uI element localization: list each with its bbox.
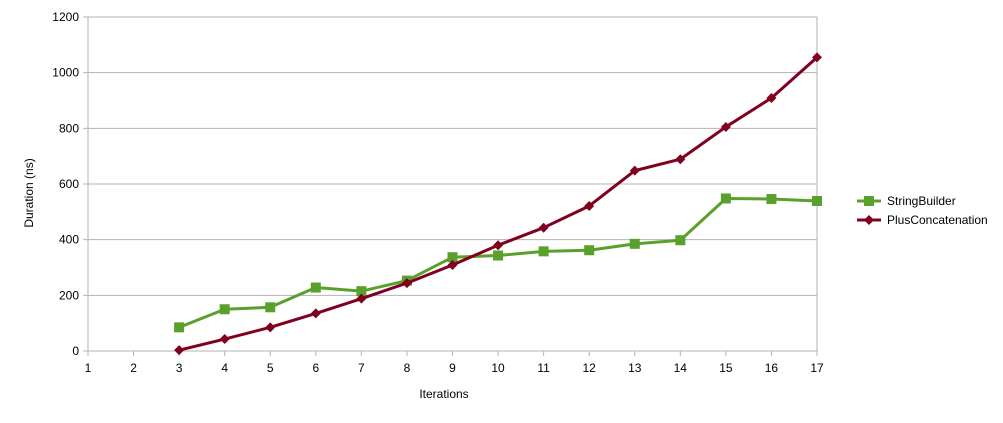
series-StringBuilder	[174, 193, 822, 333]
x-tick-label: 11	[537, 361, 550, 375]
x-tick-label: 4	[221, 361, 228, 375]
x-tick-label: 1	[85, 361, 92, 375]
y-tick-label: 200	[59, 288, 79, 302]
data-point-StringBuilder	[265, 302, 276, 313]
data-point-PlusConcatenation	[675, 154, 686, 165]
y-tick-label: 1000	[52, 66, 79, 80]
y-tick-label: 600	[59, 177, 79, 191]
data-point-StringBuilder	[219, 304, 230, 315]
data-point-PlusConcatenation	[401, 278, 412, 289]
data-point-StringBuilder	[447, 252, 458, 263]
x-tick-label: 5	[267, 361, 274, 375]
x-tick-label: 16	[765, 361, 779, 375]
x-tick-label: 2	[130, 361, 137, 375]
legend: StringBuilder PlusConcatenation	[857, 194, 988, 227]
x-tick-label: 7	[358, 361, 365, 375]
series-PlusConcatenation	[174, 52, 822, 356]
data-point-PlusConcatenation	[219, 334, 230, 345]
data-point-PlusConcatenation	[493, 240, 504, 251]
data-point-StringBuilder	[310, 282, 321, 293]
x-tick-label: 10	[491, 361, 505, 375]
data-point-StringBuilder	[812, 195, 822, 206]
legend-swatch-marker	[864, 196, 874, 206]
x-tick-label: 9	[449, 361, 456, 375]
series-group	[174, 52, 822, 356]
y-tick-label: 400	[59, 233, 79, 247]
data-point-PlusConcatenation	[720, 121, 731, 132]
data-point-StringBuilder	[720, 193, 731, 204]
legend-item-PlusConcatenation: PlusConcatenation	[857, 213, 988, 227]
legend-label: PlusConcatenation	[887, 213, 988, 227]
x-tick-label: 12	[583, 361, 597, 375]
gridlines	[88, 16, 817, 352]
data-point-StringBuilder	[675, 235, 686, 246]
legend-label: StringBuilder	[887, 194, 956, 208]
y-tick-label: 800	[59, 121, 79, 135]
x-tick-label: 8	[404, 361, 411, 375]
data-point-StringBuilder	[356, 286, 367, 297]
data-point-StringBuilder	[766, 194, 777, 205]
data-point-PlusConcatenation	[538, 222, 549, 233]
data-point-PlusConcatenation	[174, 345, 185, 356]
legend-item-StringBuilder: StringBuilder	[857, 194, 956, 208]
data-point-PlusConcatenation	[629, 165, 640, 176]
y-axis-title: Duration (ns)	[22, 158, 36, 227]
data-point-StringBuilder	[538, 246, 549, 257]
data-point-PlusConcatenation	[356, 293, 367, 304]
x-tick-label: 14	[674, 361, 688, 375]
data-point-StringBuilder	[629, 238, 640, 249]
data-point-StringBuilder	[174, 322, 185, 333]
x-tick-label: 3	[176, 361, 183, 375]
data-point-PlusConcatenation	[447, 259, 458, 270]
y-tick-label: 0	[72, 344, 79, 358]
x-tick-label: 6	[312, 361, 319, 375]
x-axis-title: Iterations	[419, 387, 468, 401]
data-point-PlusConcatenation	[766, 92, 777, 103]
legend-swatch-marker	[864, 215, 874, 225]
data-point-StringBuilder	[584, 245, 595, 256]
data-point-PlusConcatenation	[265, 322, 276, 333]
data-point-PlusConcatenation	[584, 200, 595, 211]
x-tick-label: 15	[719, 361, 733, 375]
data-point-PlusConcatenation	[310, 308, 321, 319]
y-tick-label: 1200	[52, 10, 79, 24]
x-tick-label: 17	[810, 361, 824, 375]
x-tick-label: 13	[628, 361, 642, 375]
data-point-PlusConcatenation	[812, 52, 822, 63]
data-point-StringBuilder	[493, 250, 504, 261]
